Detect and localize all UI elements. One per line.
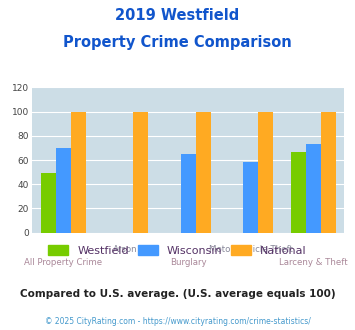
Bar <box>196 112 211 233</box>
Bar <box>133 112 148 233</box>
Bar <box>56 148 71 233</box>
Text: Property Crime Comparison: Property Crime Comparison <box>63 35 292 50</box>
Text: All Property Crime: All Property Crime <box>24 258 102 267</box>
Bar <box>321 112 335 233</box>
Text: © 2025 CityRating.com - https://www.cityrating.com/crime-statistics/: © 2025 CityRating.com - https://www.city… <box>45 317 310 326</box>
Bar <box>258 112 273 233</box>
Text: Compared to U.S. average. (U.S. average equals 100): Compared to U.S. average. (U.S. average … <box>20 289 335 299</box>
Text: Larceny & Theft: Larceny & Theft <box>279 258 348 267</box>
Bar <box>41 173 56 233</box>
Text: Motor Vehicle Theft: Motor Vehicle Theft <box>209 245 293 254</box>
Bar <box>181 154 196 233</box>
Text: Burglary: Burglary <box>170 258 207 267</box>
Text: 2019 Westfield: 2019 Westfield <box>115 8 240 23</box>
Bar <box>243 162 258 233</box>
Text: Arson: Arson <box>113 245 138 254</box>
Bar <box>306 144 321 233</box>
Legend: Westfield, Wisconsin, National: Westfield, Wisconsin, National <box>44 241 311 260</box>
Bar <box>71 112 86 233</box>
Bar <box>291 151 306 233</box>
